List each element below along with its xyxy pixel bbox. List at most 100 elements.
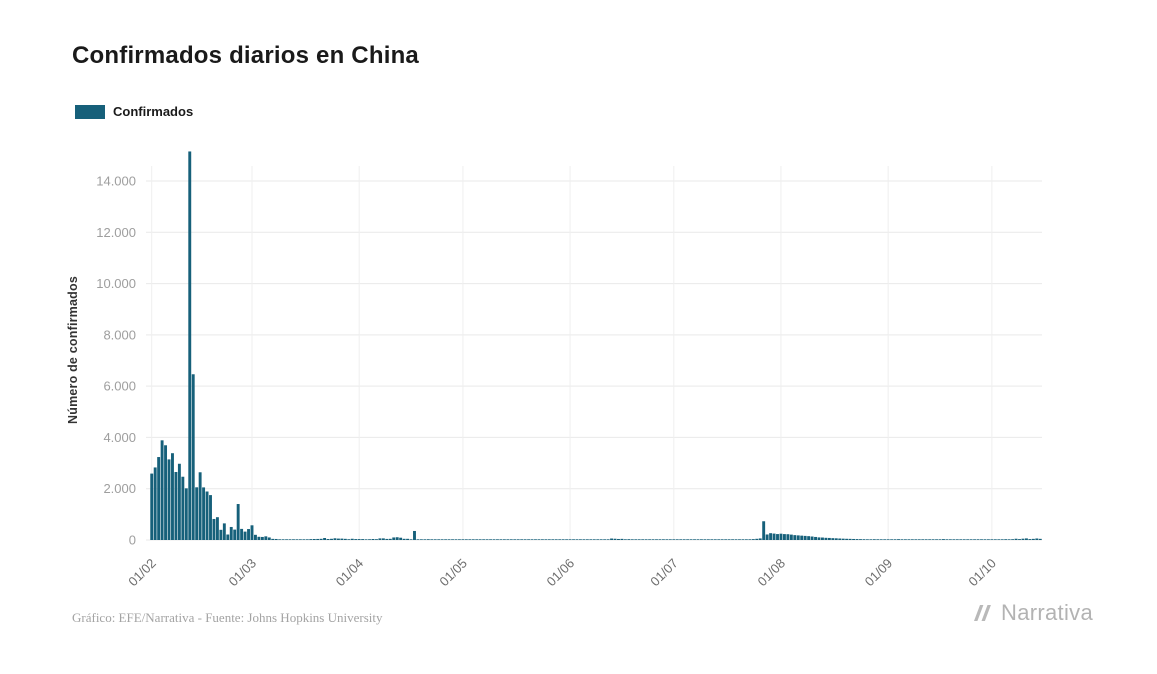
bar [357, 539, 361, 540]
bar [534, 539, 537, 540]
bar [872, 539, 876, 540]
bar [596, 539, 600, 540]
bar [385, 538, 389, 540]
bar [606, 539, 610, 540]
bar [672, 539, 676, 540]
bar [523, 539, 527, 540]
bar [568, 539, 572, 540]
bar [769, 533, 773, 540]
page-title: Confirmados diarios en China [72, 42, 419, 69]
bar [454, 539, 458, 540]
bar [696, 539, 700, 540]
bar [257, 536, 261, 540]
bar [876, 539, 880, 540]
x-tick-label: 01/09 [862, 556, 896, 590]
bar [426, 539, 430, 540]
bar [1000, 539, 1004, 540]
bar [485, 539, 489, 540]
bar [983, 539, 987, 540]
bar [416, 539, 420, 540]
bar [903, 539, 907, 540]
bar [907, 539, 911, 540]
bar [665, 539, 669, 540]
bar [285, 539, 289, 540]
bar [153, 467, 157, 540]
bar [540, 539, 544, 540]
bar [440, 539, 444, 540]
bar [364, 539, 368, 540]
bar [869, 539, 873, 540]
bar [796, 535, 800, 540]
bar [603, 539, 607, 540]
bar [530, 539, 534, 540]
bar [658, 539, 662, 540]
bar [551, 539, 555, 540]
bar [336, 538, 340, 540]
bar [831, 538, 835, 540]
bar [198, 472, 202, 540]
bar [160, 440, 164, 540]
bar [319, 538, 323, 540]
bar [827, 537, 831, 540]
bar [779, 533, 783, 540]
y-tick-label: 4.000 [103, 430, 136, 445]
bar [793, 535, 797, 540]
bar [610, 538, 614, 540]
bar [679, 539, 683, 540]
bar [361, 539, 365, 540]
source-credit: Gráfico: EFE/Narrativa - Fuente: Johns H… [72, 610, 383, 625]
bar [222, 523, 226, 540]
bar [409, 539, 413, 540]
bar [302, 539, 306, 540]
bar [264, 536, 268, 540]
bar [558, 539, 562, 540]
bar [589, 539, 593, 540]
bar [468, 539, 472, 540]
bar [699, 539, 703, 540]
bar [585, 539, 589, 540]
bar [800, 535, 804, 540]
bar [177, 463, 181, 540]
bar [475, 539, 479, 540]
y-tick-label: 8.000 [103, 327, 136, 342]
bar [520, 539, 524, 540]
y-tick-label: 2.000 [103, 481, 136, 496]
bar [931, 539, 935, 540]
bar [582, 539, 586, 540]
x-tick-label: 01/10 [965, 556, 999, 590]
bar [478, 539, 482, 540]
bar [668, 539, 672, 540]
bar [188, 151, 192, 541]
y-tick-label: 12.000 [96, 225, 136, 240]
bar [734, 539, 738, 540]
bar [834, 538, 838, 540]
bar [464, 539, 468, 540]
bar [824, 537, 828, 540]
bar [578, 539, 582, 540]
bar [955, 539, 959, 540]
bar [316, 538, 320, 540]
bar [762, 521, 766, 540]
bar [637, 539, 641, 540]
bar [150, 473, 154, 540]
x-tick-label: 01/04 [333, 556, 367, 590]
x-tick-label: 01/08 [754, 556, 788, 590]
bar [814, 536, 817, 540]
bar [886, 539, 890, 540]
bar [502, 539, 506, 540]
bar [1021, 538, 1025, 540]
bar [717, 539, 721, 540]
bar [928, 539, 932, 540]
bar [399, 537, 403, 540]
bar [350, 538, 354, 540]
bar [496, 539, 499, 540]
bar [724, 539, 728, 540]
bar [644, 539, 648, 540]
bar [720, 539, 724, 540]
bar [1035, 538, 1039, 540]
bar [969, 539, 973, 540]
bar [461, 539, 465, 540]
bar [413, 530, 416, 540]
bar [378, 538, 382, 540]
bar [305, 539, 309, 540]
